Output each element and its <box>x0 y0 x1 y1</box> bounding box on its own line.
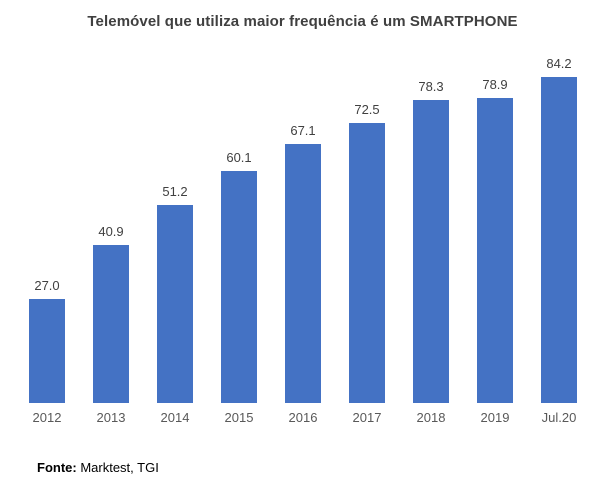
source-label: Fonte: <box>37 460 77 475</box>
x-axis-label: 2015 <box>224 410 254 425</box>
bar-column: 78.9 <box>463 55 527 403</box>
x-axis-label: 2019 <box>480 410 510 425</box>
bar-value-label: 67.1 <box>290 122 316 138</box>
bar-column: 67.1 <box>271 55 335 403</box>
bar-column: 27.0 <box>15 55 79 403</box>
bar-value-label: 27.0 <box>34 277 60 293</box>
x-axis-label: 2018 <box>416 410 446 425</box>
bar <box>157 205 193 403</box>
bar-value-label: 78.9 <box>482 76 508 92</box>
chart-title: Telemóvel que utiliza maior frequência é… <box>87 13 518 30</box>
bar-value-label: 60.1 <box>226 149 252 165</box>
bar-value-label: 78.3 <box>418 79 444 95</box>
bar-column: 60.1 <box>207 55 271 403</box>
x-axis-label: 2016 <box>288 410 318 425</box>
bar-column: 84.2 <box>527 55 591 403</box>
bar <box>349 122 385 403</box>
bar-column: 72.5 <box>335 55 399 403</box>
bar <box>93 244 129 403</box>
bar-column: 51.2 <box>143 55 207 403</box>
bar <box>285 143 321 403</box>
x-axis-label: 2017 <box>352 410 382 425</box>
bar-value-label: 51.2 <box>162 184 188 200</box>
bar <box>541 77 577 403</box>
x-axis-label: 2012 <box>32 410 62 425</box>
bar-column: 40.9 <box>79 55 143 403</box>
source-text: Marktest, TGI <box>76 460 159 475</box>
bar <box>221 170 257 403</box>
bar-column: 78.3 <box>399 55 463 403</box>
source-note: Fonte: Marktest, TGI <box>37 460 159 475</box>
x-axis-label: 2013 <box>96 410 126 425</box>
bar-value-label: 84.2 <box>546 56 572 72</box>
bar <box>413 100 449 403</box>
bar-value-label: 40.9 <box>98 223 124 239</box>
x-axis-label: 2014 <box>160 410 190 425</box>
bar-value-label: 72.5 <box>354 101 380 117</box>
bar <box>477 97 513 403</box>
bar <box>29 298 65 403</box>
x-axis-label: Jul.20 <box>541 410 577 425</box>
x-axis: 2012 2013 2014 2015 2016 2017 2018 2019 Jul.20 <box>15 403 591 425</box>
plot-area: 27.0 40.9 51.2 60.1 67.1 72.5 78.3 78.9 84.2 <box>15 55 591 403</box>
